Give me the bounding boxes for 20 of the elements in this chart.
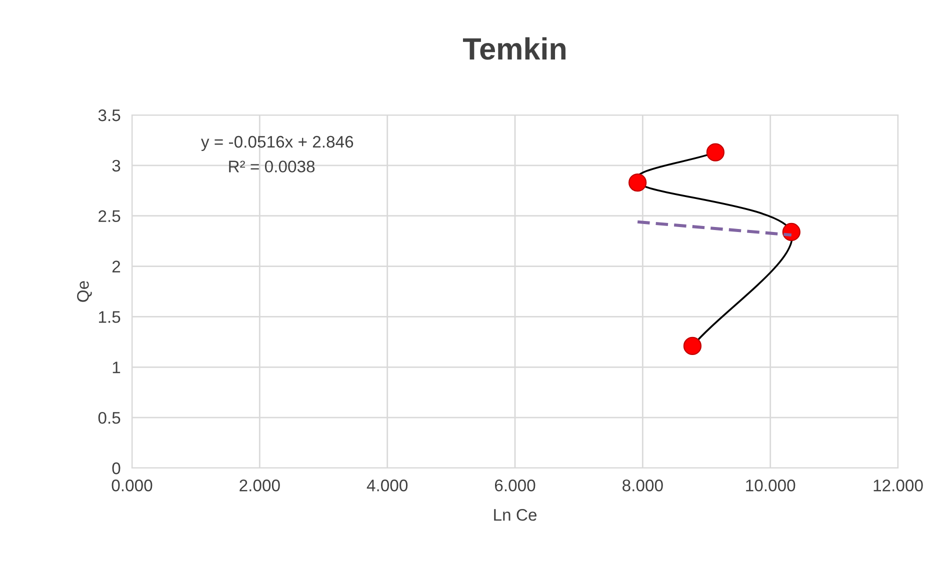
- y-tick-label: 2: [112, 260, 120, 272]
- annotation: R² = 0.0038: [229, 160, 315, 172]
- y-tick-label: 3: [112, 160, 120, 172]
- chart-title: Temkin: [462, 37, 566, 60]
- x-tick-label: 2.000: [240, 480, 280, 492]
- y-tick-label: 1: [112, 362, 120, 374]
- x-tick-label: 4.000: [366, 480, 408, 492]
- y-tick-label: 2.5: [98, 210, 120, 222]
- x-axis-title: Ln Ce: [494, 508, 536, 521]
- y-tick-label: 1.5: [98, 311, 120, 323]
- x-tick-label: 0.000: [112, 480, 152, 492]
- y-tick-label: 0: [112, 462, 120, 474]
- x-tick-label: 6.000: [494, 480, 536, 492]
- y-axis-title: Qe: [77, 281, 92, 302]
- x-tick-label: 12.000: [874, 480, 923, 492]
- x-tick-label: 10.000: [746, 480, 796, 492]
- y-tick-label: 0.5: [98, 412, 120, 424]
- y-tick-label: 3.5: [98, 109, 120, 122]
- x-tick-label: 8.000: [622, 480, 663, 492]
- annotation: y = -0.0516x + 2.846: [200, 136, 354, 152]
